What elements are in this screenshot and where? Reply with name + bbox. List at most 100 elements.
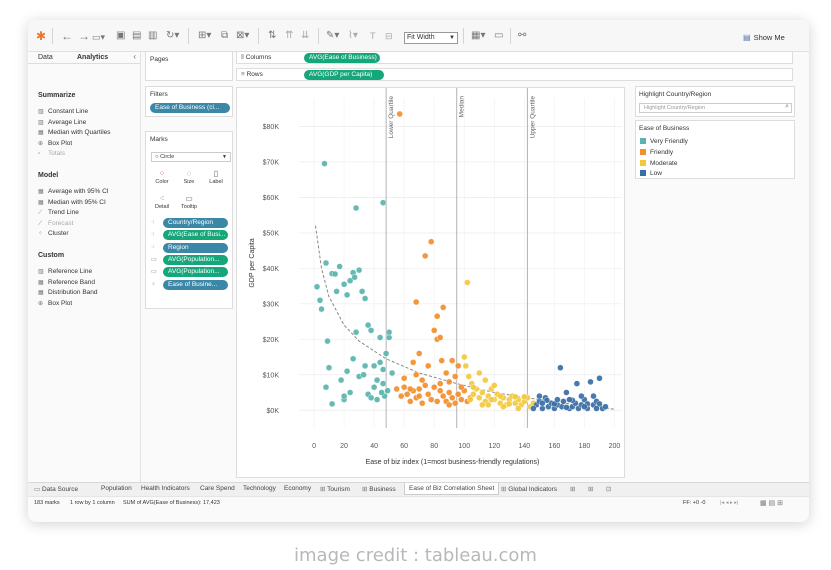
data-point[interactable] (438, 357, 445, 364)
data-point[interactable] (409, 359, 417, 366)
data-point[interactable] (563, 389, 570, 396)
label-button[interactable]: ▯ Label (204, 166, 228, 188)
data-point[interactable] (364, 321, 372, 329)
presentation-icon[interactable]: ▭ (494, 30, 504, 41)
highlight-search-input[interactable]: Highlight Country/Region ⌕ (639, 103, 792, 113)
data-point[interactable] (384, 387, 391, 394)
data-point[interactable] (370, 384, 378, 391)
data-point[interactable] (333, 288, 340, 295)
save-icon[interactable]: ▣ (116, 30, 126, 41)
sheet-tab[interactable]: ⊞ Business (362, 485, 396, 493)
data-point[interactable] (454, 362, 462, 370)
redo-icon[interactable]: → (78, 29, 90, 43)
data-point[interactable] (430, 384, 438, 391)
analytics-item-box-plot[interactable]: ⊕ Box Plot (38, 140, 72, 147)
rows-pill[interactable]: AVG(GDP per Capita) (304, 70, 384, 80)
data-point[interactable] (361, 362, 369, 370)
legend-item[interactable]: Moderate (640, 159, 677, 167)
data-point[interactable] (458, 384, 465, 391)
data-point[interactable] (454, 391, 462, 398)
data-point[interactable] (462, 362, 470, 370)
data-point[interactable] (324, 337, 331, 345)
data-point[interactable] (412, 371, 420, 378)
sheet-tab[interactable]: Population (101, 485, 132, 492)
show-me-button[interactable]: ▤ Show Me (743, 33, 785, 42)
sheet-tab[interactable]: ▭ Data Source (34, 485, 78, 493)
data-point[interactable] (479, 401, 486, 409)
data-point[interactable] (512, 393, 519, 400)
tab-analytics[interactable]: Analytics (77, 54, 109, 61)
data-point[interactable] (406, 385, 414, 393)
data-point[interactable] (470, 391, 477, 398)
pages-card[interactable]: Pages (145, 51, 233, 81)
data-point[interactable] (400, 375, 408, 382)
data-point[interactable] (566, 396, 573, 403)
data-point[interactable] (349, 355, 357, 362)
undo-icon[interactable]: ← (61, 29, 73, 43)
tab-data[interactable]: Data (38, 54, 53, 61)
data-point[interactable] (587, 378, 594, 386)
labels-icon[interactable]: T (370, 31, 376, 41)
data-point[interactable] (563, 404, 570, 411)
tooltip-button[interactable]: ▭ Tooltip (177, 191, 201, 213)
legend-item[interactable]: Friendly (640, 148, 673, 156)
data-point[interactable] (560, 398, 567, 405)
data-point[interactable] (379, 199, 387, 206)
mark-pill[interactable]: AVG(Population... (163, 254, 228, 265)
data-point[interactable] (436, 387, 444, 394)
data-point[interactable] (351, 273, 358, 281)
sheet-tab[interactable]: ⊞ Global Indicators (501, 485, 557, 493)
data-point[interactable] (343, 368, 351, 375)
mark-pill[interactable]: AVG(Ease of Busi... (163, 230, 228, 241)
data-point[interactable] (573, 380, 581, 387)
data-point[interactable] (393, 385, 400, 393)
data-point[interactable] (373, 376, 381, 384)
data-point[interactable] (331, 270, 339, 278)
mark-type-dropdown[interactable]: ○ Circle ▼ (151, 152, 231, 162)
data-point[interactable] (361, 295, 369, 302)
data-point[interactable] (465, 373, 473, 380)
trend-line[interactable] (315, 225, 615, 410)
data-point[interactable] (328, 400, 336, 408)
mark-pill[interactable]: Country/Region (163, 218, 228, 228)
swap-icon[interactable]: ⇅ (268, 30, 277, 41)
data-point[interactable] (461, 353, 468, 361)
data-point[interactable] (358, 288, 366, 295)
data-point[interactable] (346, 389, 354, 396)
sheet-tab[interactable]: Ease of Biz Correlation Sheet (404, 483, 500, 495)
data-point[interactable] (379, 366, 387, 373)
data-point[interactable] (500, 403, 507, 410)
data-point[interactable] (400, 384, 408, 391)
data-point[interactable] (370, 362, 378, 370)
data-point[interactable] (602, 403, 609, 410)
data-point[interactable] (406, 398, 414, 405)
data-point[interactable] (316, 297, 324, 304)
new-dashboard-icon[interactable]: ⊞ (588, 486, 594, 493)
sheet-tab[interactable]: Technology (243, 485, 276, 492)
highlight-icon[interactable]: ✎▾ (326, 30, 340, 41)
refresh-icon[interactable]: ↻▾ (166, 30, 180, 41)
data-point[interactable] (336, 263, 343, 270)
filters-card[interactable]: Filters Ease of Business (cl... (145, 86, 233, 117)
data-point[interactable] (506, 400, 513, 408)
data-point[interactable] (485, 401, 492, 409)
show-cards-icon[interactable]: ▦▾ (471, 30, 486, 41)
data-point[interactable] (578, 392, 585, 400)
data-point[interactable] (373, 396, 381, 403)
analytics-item-median-with-quartiles[interactable]: ▦ Median with Quartiles (38, 129, 111, 136)
data-point[interactable] (596, 375, 603, 382)
data-point[interactable] (554, 396, 561, 403)
data-point[interactable] (360, 371, 367, 378)
data-point[interactable] (476, 394, 483, 401)
data-point[interactable] (430, 327, 438, 334)
data-point[interactable] (436, 334, 444, 341)
data-point[interactable] (476, 369, 483, 377)
data-point[interactable] (427, 396, 435, 403)
clear-sheet-icon[interactable]: ⊠▾ (236, 30, 250, 41)
data-point[interactable] (424, 391, 432, 398)
analytics-item-forecast[interactable]: ⟋ Forecast (38, 220, 73, 228)
data-point[interactable] (596, 400, 603, 408)
data-point[interactable] (352, 328, 360, 336)
data-point[interactable] (467, 396, 474, 403)
data-point[interactable] (378, 389, 385, 396)
